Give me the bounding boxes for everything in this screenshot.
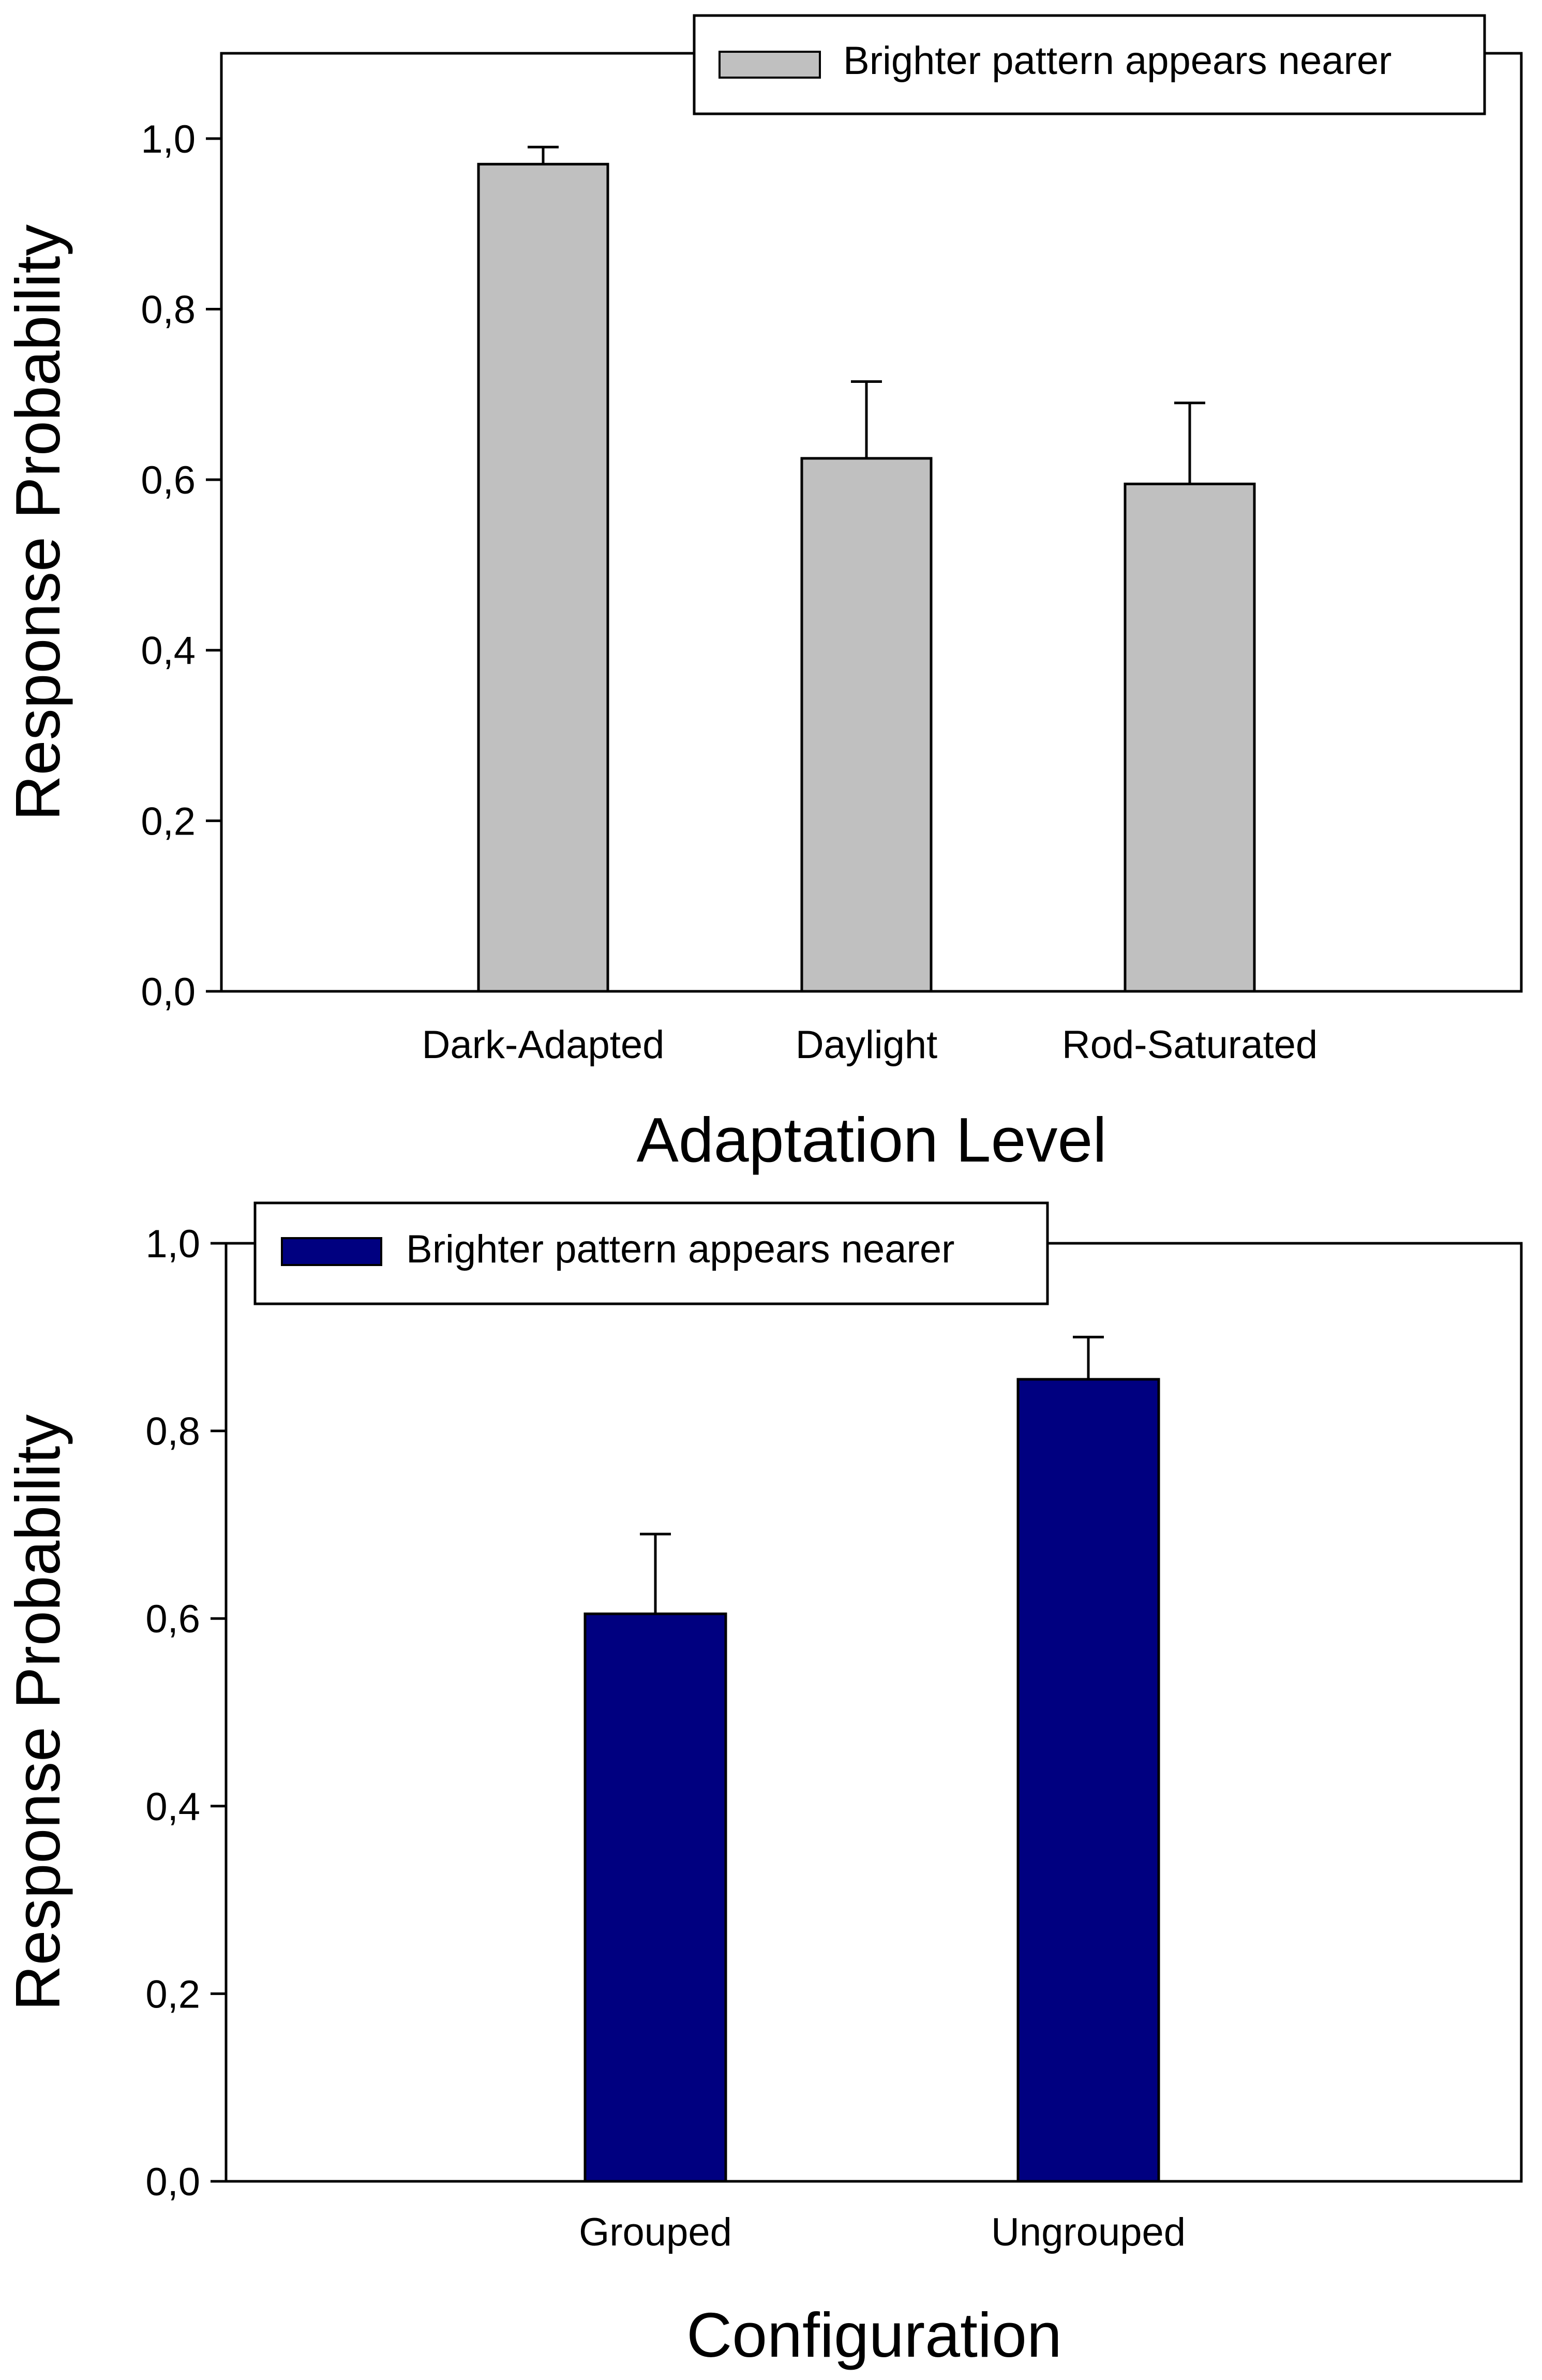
- y-tick-label: 0,0: [145, 2160, 200, 2204]
- bar: [1124, 482, 1256, 993]
- bar: [477, 162, 609, 993]
- x-tick-label: Daylight: [796, 1023, 938, 1067]
- bar: [1016, 1378, 1160, 2183]
- legend-swatch: [281, 1237, 382, 1266]
- y-tick-label: 0,0: [141, 970, 196, 1014]
- legend-swatch: [718, 51, 821, 79]
- x-tick-label: Grouped: [579, 2210, 732, 2254]
- y-axis-label: Response Probability: [3, 225, 73, 821]
- legend-label: Brighter pattern appears nearer: [843, 39, 1391, 83]
- plot-frame: [224, 1242, 1523, 2183]
- x-axis-tick-labels: Dark-Adapted Daylight Rod-Saturated: [422, 1023, 1318, 1067]
- bars: [583, 1335, 1160, 2183]
- x-tick-label: Ungrouped: [991, 2210, 1186, 2254]
- legend-label: Brighter pattern appears nearer: [406, 1227, 954, 1271]
- y-tick-label: 0,4: [141, 629, 196, 673]
- legend: Brighter pattern appears nearer: [693, 14, 1486, 115]
- panel-configuration: 0,0 0,2 0,4 0,6 0,8 1,0 Grouped Ungrouped Brig…: [3, 1201, 1523, 2370]
- y-tick-label: 1,0: [141, 117, 196, 161]
- legend: Brighter pattern appears nearer: [253, 1201, 1049, 1305]
- y-axis-label: Response Probability: [3, 1415, 73, 2011]
- y-tick-label: 0,2: [141, 799, 196, 843]
- x-axis-tick-labels: Grouped Ungrouped: [579, 2210, 1186, 2254]
- bar: [583, 1612, 727, 2183]
- panel-adaptation-level: 0,0 0,2 0,4 0,6 0,8 1,0 Dark-Adapted Daylight R…: [3, 14, 1523, 1175]
- y-tick-label: 0,6: [141, 458, 196, 502]
- y-tick-label: 1,0: [145, 1222, 200, 1266]
- y-axis-ticks: 0,0 0,2 0,4 0,6 0,8 1,0: [141, 117, 221, 1014]
- legend-box: [693, 14, 1486, 115]
- y-tick-label: 0,8: [145, 1410, 200, 1454]
- bar: [800, 457, 933, 993]
- legend-box: [253, 1201, 1049, 1305]
- y-tick-label: 0,2: [145, 1972, 200, 2016]
- x-axis-label: Adaptation Level: [637, 1105, 1107, 1175]
- y-tick-label: 0,8: [141, 288, 196, 332]
- x-tick-label: Dark-Adapted: [422, 1023, 665, 1067]
- x-tick-label: Rod-Saturated: [1062, 1023, 1318, 1067]
- y-tick-label: 0,4: [145, 1785, 200, 1829]
- y-axis-ticks: 0,0 0,2 0,4 0,6 0,8 1,0: [145, 1222, 226, 2204]
- y-tick-label: 0,6: [145, 1597, 200, 1641]
- x-axis-label: Configuration: [686, 2300, 1062, 2370]
- bars: [477, 145, 1256, 993]
